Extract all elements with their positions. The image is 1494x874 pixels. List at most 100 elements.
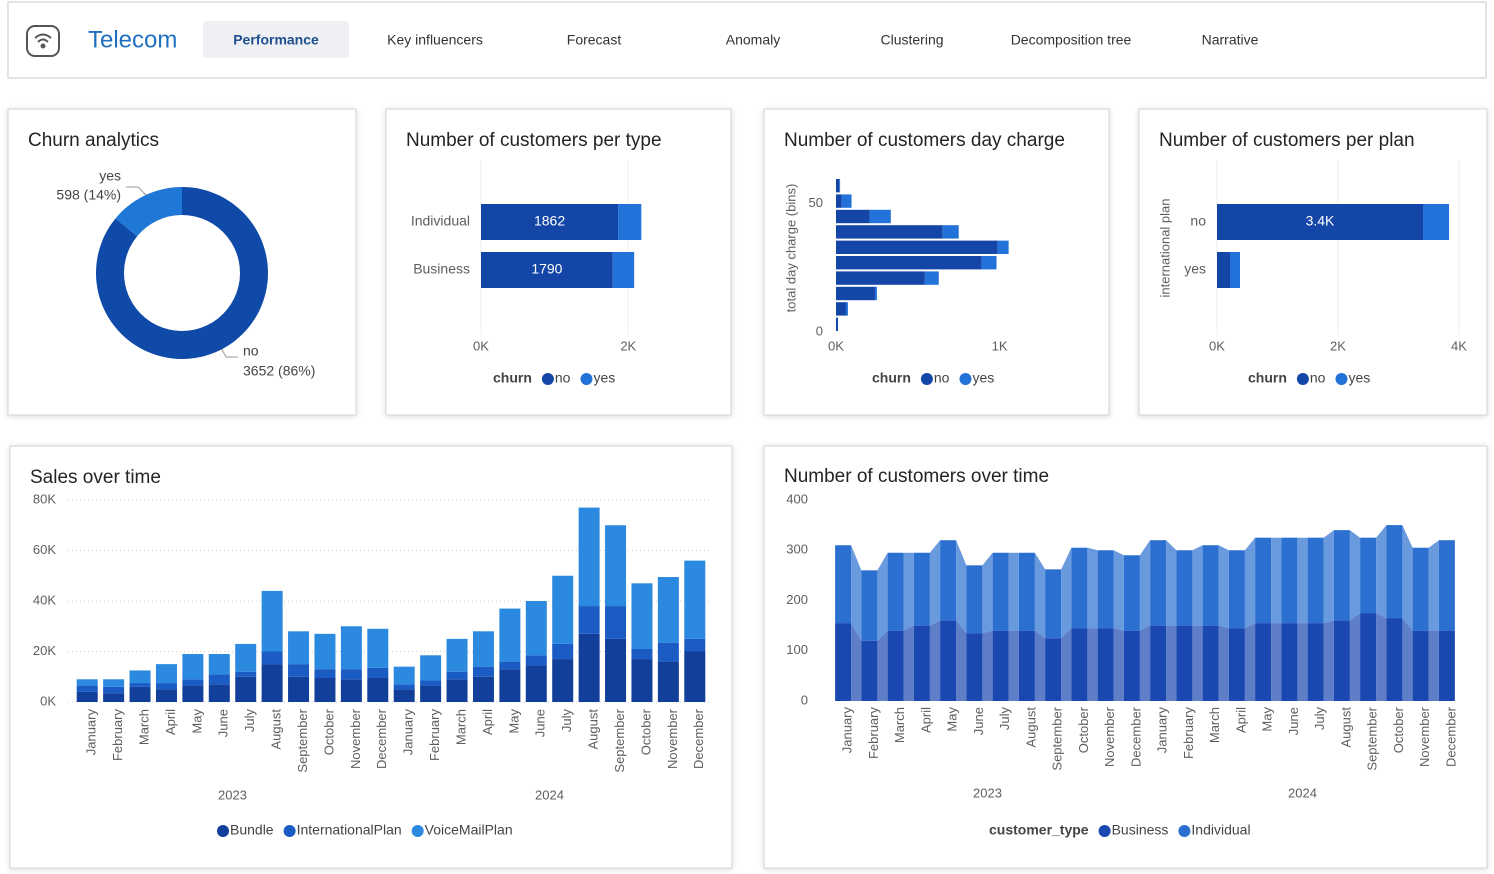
bar [499,661,521,670]
legend-label: Individual [1191,822,1250,838]
x-tick-label: June [971,707,986,735]
bar [499,669,521,702]
bar [314,633,336,670]
x-group-label: 2024 [1288,785,1317,800]
x-group-label: 2024 [535,787,564,802]
x-tick-label: April [480,709,495,735]
nav-tab[interactable]: Performance [233,32,319,48]
bar [684,638,706,652]
legend-label: VoiceMailPlan [425,822,513,838]
donut-slice [95,187,268,359]
legend-label: no [934,370,950,386]
legend-label: no [1310,370,1326,386]
ribbon [1166,540,1177,626]
bar [129,683,151,687]
bar [76,679,98,686]
nav-tab[interactable]: Forecast [567,32,622,48]
bar [235,671,257,677]
legend-label: yes [972,370,994,386]
bar [1150,540,1167,626]
bar [684,560,706,639]
ribbon [929,620,941,701]
histogram-bar [836,256,982,270]
bar [612,252,635,288]
ribbon [1349,530,1361,621]
bar [129,670,151,684]
y-tick-label: 80K [33,491,56,506]
legend-dot [541,373,554,385]
x-tick-label: May [506,709,521,734]
histogram-bar [836,240,998,254]
x-tick-label: 2K [620,338,636,353]
bar [155,683,177,690]
bar [182,679,204,686]
x-tick-label: September [1365,706,1380,770]
histogram-bar [836,271,925,285]
bar [155,664,177,684]
histogram-bar [841,194,852,208]
histogram-bar [836,286,875,301]
ribbon [1139,625,1151,701]
nav-tab[interactable]: Narrative [1202,32,1259,48]
slice-label: no [243,343,259,359]
x-tick-label: May [189,709,204,734]
x-tick-label: July [997,707,1012,731]
bar [684,651,706,702]
bar [913,625,930,701]
bar [1255,623,1272,701]
app-icon [26,25,60,57]
bar [1045,638,1062,701]
x-tick-label: October [1076,706,1091,753]
ribbon [982,630,993,701]
bar [367,628,389,668]
histogram-bar [874,286,877,301]
bar [1045,569,1062,639]
bar [481,204,619,240]
bar [155,689,177,702]
x-tick-label: September [1050,706,1065,770]
x-group-label: 2023 [973,785,1002,800]
x-tick-label: July [559,709,574,733]
histogram-bar [924,271,939,285]
bar [1386,525,1403,619]
bar [578,606,600,634]
nav-tab[interactable]: Key influencers [387,32,483,48]
x-tick-label: 2K [1330,338,1346,353]
nav-tab[interactable]: Decomposition tree [1011,32,1132,48]
x-tick-label: April [918,707,933,733]
histogram-bar [836,179,840,193]
bar [1071,547,1088,629]
bar [235,676,257,702]
legend-dot [580,373,593,385]
x-tick-label: October [1391,706,1406,753]
bar [129,686,151,702]
bar [861,640,878,701]
bar [208,674,230,685]
bar [1281,537,1298,624]
ribbon [1008,552,1019,631]
y-tick-label: 400 [786,491,808,506]
x-tick-label: December [1128,706,1143,767]
bar [605,606,627,639]
legend-dot [1178,825,1191,837]
ribbon [982,552,993,634]
bar [76,685,98,692]
x-tick-label: March [1207,707,1222,743]
bar [1307,537,1324,624]
x-tick-label: February [427,709,442,762]
histogram-bar [836,225,943,239]
x-tick-label: January [840,707,855,754]
bar [940,540,957,621]
ribbon [1192,625,1203,701]
bar [1071,628,1088,701]
bar [525,665,547,702]
bar [887,630,904,701]
nav-tab[interactable]: Anomaly [726,32,780,48]
ribbon [1349,613,1361,701]
x-tick-label: January [1155,707,1170,754]
bar [182,654,204,680]
nav-tab[interactable]: Clustering [880,32,943,48]
ribbon [1218,545,1229,629]
ribbon [1113,550,1124,631]
